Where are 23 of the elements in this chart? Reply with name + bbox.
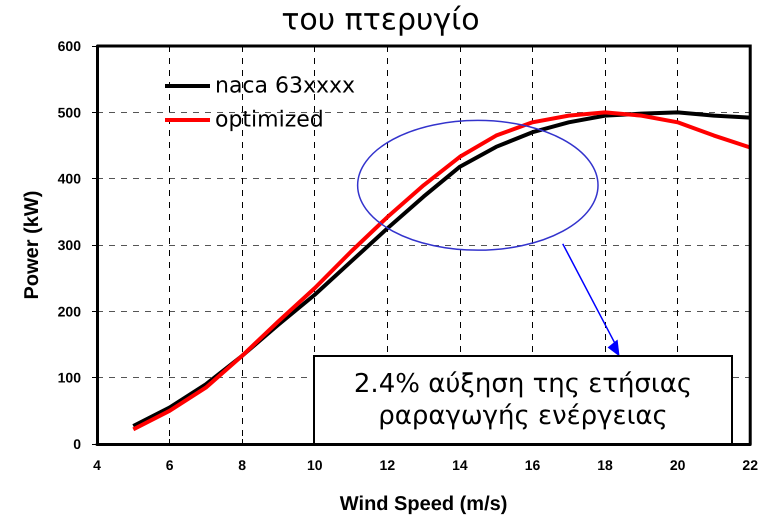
x-tick-label: 12 <box>380 457 396 473</box>
x-tick-label: 10 <box>306 457 323 473</box>
legend-label: optimized <box>215 108 324 132</box>
y-tick-label: 300 <box>58 237 82 253</box>
x-tick-label: 14 <box>452 457 468 473</box>
legend-label: naca 63xxxx <box>215 74 356 98</box>
chart-title: του πτερυγίο <box>281 2 480 38</box>
y-tick-label: 400 <box>58 170 82 187</box>
y-tick-label: 500 <box>58 104 82 120</box>
y-tick-label: 0 <box>73 436 82 452</box>
annotation: 2.4% αύξηση της ετήσιας ραραγωγής ενέργειας <box>313 355 733 445</box>
y-tick-label: 600 <box>58 38 82 54</box>
x-axis-title: Wind Speed (m/s) <box>340 493 508 515</box>
x-tick-label: 8 <box>238 457 246 473</box>
y-tick-label: 200 <box>58 303 82 320</box>
x-tick-label: 6 <box>166 457 174 473</box>
x-tick-label: 4 <box>93 457 102 473</box>
x-tick-label: 20 <box>670 457 686 473</box>
y-tick-label: 100 <box>58 370 82 386</box>
x-tick-label: 22 <box>742 457 758 473</box>
x-tick-label: 18 <box>597 457 614 473</box>
x-tick-label: 16 <box>524 457 540 473</box>
y-axis-title: Power (kW) <box>21 190 43 300</box>
